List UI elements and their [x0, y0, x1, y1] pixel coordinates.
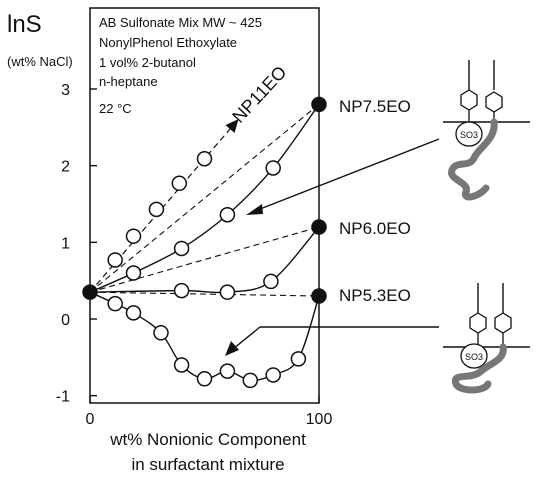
benzene-ring [460, 89, 478, 111]
annotation-line: 22 °C [99, 101, 132, 116]
series-np53eo-point [125, 305, 142, 321]
series-np53eo-point [265, 367, 281, 383]
series-np60eo-point [173, 282, 190, 299]
annotation-line: AB Sulfonate Mix MW ~ 425 [99, 15, 262, 30]
annotation-line: n-heptane [99, 74, 158, 89]
origin-point [82, 284, 98, 300]
benzene-ring [485, 91, 503, 113]
arrowhead [225, 341, 239, 356]
series-label-np60eo: NP6.0EO [339, 219, 411, 238]
series-label-np75eo: NP7.5EO [339, 97, 411, 116]
series-np60eo-point [263, 273, 279, 290]
series-np53eo-point [290, 351, 307, 367]
series-np75eo-point [219, 206, 236, 223]
series-label-np11eo: NP11EO [228, 62, 290, 127]
series-np11eo-arrowhead [225, 119, 239, 133]
sulfonate-label: SO3 [465, 352, 483, 362]
callout-arrows [225, 138, 440, 356]
surfactant-illustration-upper: SO3 [443, 60, 530, 201]
reference-dashed-line [89, 226, 320, 293]
y-tick-label: 2 [61, 159, 70, 176]
surfactant-illustration-lower: SO3 [443, 283, 530, 394]
series-np11eo-point [125, 228, 142, 244]
series-np53eo-point [153, 325, 169, 341]
series-lines [89, 103, 320, 382]
ethoxylate-chain [448, 118, 498, 201]
series-np53eo-point [219, 363, 236, 379]
series-np60eo-point [219, 284, 236, 300]
series-np75eo-point [265, 160, 281, 176]
annotation-box: AB Sulfonate Mix MW ~ 425 NonylPhenol Et… [99, 15, 262, 116]
series-np11eo-point [171, 175, 188, 192]
series-np53eo-point [311, 288, 327, 304]
series-np53eo-point [173, 357, 190, 373]
axes: -1 0 1 2 3 0 100 [56, 82, 333, 428]
x-tick-label: 100 [306, 411, 333, 428]
benzene-ring [494, 312, 512, 334]
x-axis-title-line-1: wt% Nonionic Component [109, 430, 306, 449]
y-tick-label: -1 [56, 389, 70, 406]
annotation-line: NonylPhenol Ethoxylate [99, 35, 237, 50]
ethoxylate-chain [452, 343, 507, 394]
series-np60eo-point [311, 219, 327, 235]
annotation-line: 1 vol% 2-butanol [99, 55, 196, 70]
series-np53eo-point [196, 371, 213, 387]
y-tick-label: 3 [61, 82, 70, 99]
series-np11eo-point [107, 252, 123, 268]
series-np53eo-line [89, 291, 320, 382]
y-tick-label: 0 [61, 312, 70, 329]
benzene-ring [469, 312, 487, 334]
sulfonate-head [460, 343, 488, 369]
y-axis-title: lnS [7, 11, 42, 38]
series-np11eo-point [148, 201, 165, 218]
plot-frame [89, 7, 320, 404]
callout-arrow-upper [254, 138, 440, 212]
x-axis-title-line-2: in surfactant mixture [131, 455, 284, 474]
reference-dashed-line [89, 103, 320, 293]
series-np11eo-point [196, 151, 213, 167]
series-np75eo-point [125, 265, 142, 281]
series-points [82, 96, 327, 389]
series-np53eo-point [107, 295, 123, 312]
series-np75eo-point [311, 96, 327, 113]
series-np75eo-point [173, 240, 190, 257]
x-tick-label: 0 [86, 411, 95, 428]
series-np53eo-point [242, 372, 259, 389]
sulfonate-label: SO3 [460, 130, 478, 140]
reference-dashed-line [89, 291, 320, 297]
y-tick-label: 1 [61, 235, 70, 252]
y-axis-unit: (wt% NaCl) [7, 54, 73, 69]
callout-arrow-lower-bend [232, 326, 261, 350]
series-label-np53eo: NP5.3EO [339, 286, 411, 305]
arrowhead [246, 204, 263, 215]
sulfonate-head [455, 121, 483, 147]
